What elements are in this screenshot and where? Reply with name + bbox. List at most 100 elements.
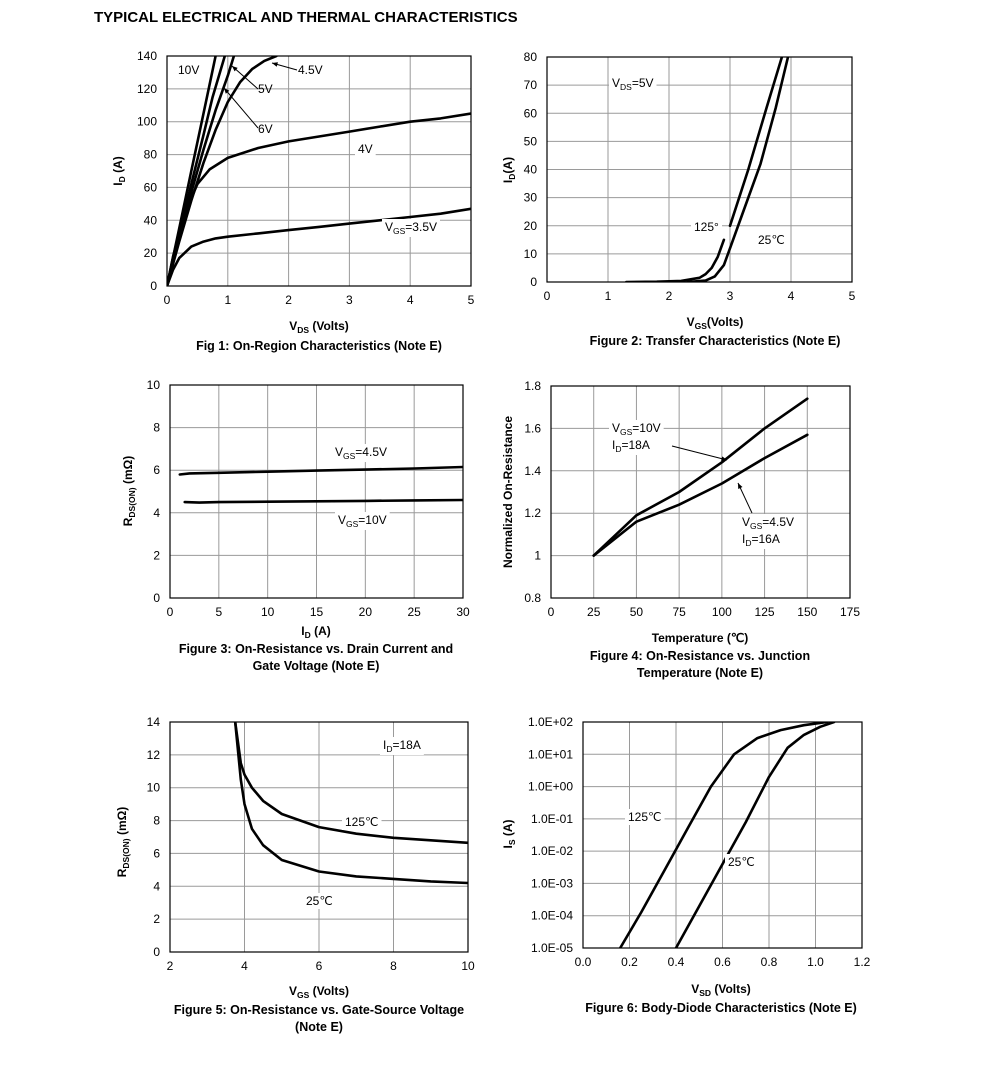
series-line-125- bbox=[233, 722, 468, 845]
chart-rds-vs-id: 0 5 10 15 20 25 30 0 2 4 6 8 10 ID (A) RDS(ON) (mΩ) Fig… bbox=[121, 378, 470, 673]
series-label: 25℃ bbox=[758, 233, 785, 247]
label-background bbox=[755, 232, 788, 248]
x-tick-label: 10 bbox=[261, 605, 275, 619]
series-line-3-5v bbox=[167, 207, 471, 286]
figure-caption: Gate Voltage (Note E) bbox=[253, 659, 380, 673]
x-tick-label: 125 bbox=[755, 605, 775, 619]
x-tick-label: 15 bbox=[310, 605, 324, 619]
y-tick-label: 20 bbox=[144, 246, 158, 260]
series-label: 4.5V bbox=[298, 63, 323, 77]
label-background bbox=[355, 141, 376, 157]
y-tick-label: 10 bbox=[147, 781, 161, 795]
series-line-vgs-4-5v-id-16a bbox=[592, 433, 809, 557]
x-tick-label: 4 bbox=[788, 289, 795, 303]
x-tick-label: 4 bbox=[407, 293, 414, 307]
y-tick-label: 10 bbox=[147, 378, 161, 392]
y-tick-label: 0 bbox=[530, 275, 537, 289]
series-label: 125° bbox=[694, 220, 719, 234]
plot-frame bbox=[166, 55, 472, 287]
x-tick-label: 5 bbox=[468, 293, 475, 307]
y-tick-label: 2 bbox=[153, 912, 160, 926]
x-tick-label: 8 bbox=[390, 959, 397, 973]
y-tick-label: 6 bbox=[153, 463, 160, 477]
x-tick-label: 3 bbox=[727, 289, 734, 303]
series-label: 25℃ bbox=[306, 894, 333, 908]
x-tick-label: 1 bbox=[605, 289, 612, 303]
series-label: 25℃ bbox=[728, 855, 755, 869]
leader-arrow bbox=[721, 456, 727, 461]
figure-caption: (Note E) bbox=[295, 1020, 343, 1034]
y-tick-label: 20 bbox=[524, 219, 538, 233]
y-tick-label: 100 bbox=[137, 115, 157, 129]
y-tick-label: 1.0E-02 bbox=[531, 844, 573, 858]
leader-line bbox=[231, 65, 259, 90]
label-background bbox=[382, 219, 440, 237]
y-tick-label: 4 bbox=[153, 506, 160, 520]
x-tick-label: 5 bbox=[849, 289, 856, 303]
y-axis-label: ID(A) bbox=[501, 157, 517, 183]
x-axis-label: VSD (Volts) bbox=[691, 982, 751, 998]
series-line-4v bbox=[167, 112, 471, 286]
x-tick-label: 0.4 bbox=[668, 955, 685, 969]
x-tick-label: 100 bbox=[712, 605, 732, 619]
y-tick-label: 1.0E+01 bbox=[528, 747, 573, 761]
y-tick-label: 70 bbox=[524, 78, 538, 92]
series-line-4-5v bbox=[178, 465, 463, 476]
x-tick-label: 75 bbox=[672, 605, 686, 619]
series-label: VGS=4.5V bbox=[335, 445, 387, 461]
label-background bbox=[609, 75, 657, 93]
x-tick-label: 1.0 bbox=[807, 955, 824, 969]
y-tick-label: 40 bbox=[524, 163, 538, 177]
series-label: 4V bbox=[358, 142, 373, 156]
y-tick-label: 1.0E+02 bbox=[528, 715, 573, 729]
x-tick-label: 0.2 bbox=[621, 955, 638, 969]
x-tick-label: 1 bbox=[224, 293, 231, 307]
figure-caption: Fig 1: On-Region Characteristics (Note E… bbox=[196, 339, 442, 353]
label-background bbox=[625, 809, 665, 825]
y-tick-label: 12 bbox=[147, 748, 161, 762]
y-tick-label: 1.0E-03 bbox=[531, 876, 573, 890]
x-tick-label: 0.0 bbox=[575, 955, 592, 969]
y-tick-label: 0 bbox=[153, 945, 160, 959]
y-tick-label: 40 bbox=[144, 213, 158, 227]
figure-caption: Figure 2: Transfer Characteristics (Note… bbox=[590, 334, 841, 348]
series-line-vgs-10v-id-18a bbox=[592, 397, 809, 557]
annotation-label: ID=18A bbox=[383, 738, 421, 754]
series-label: 125℃ bbox=[345, 815, 379, 829]
figure-caption: Temperature (Note E) bbox=[637, 666, 763, 680]
x-tick-label: 30 bbox=[456, 605, 470, 619]
series-line-125- bbox=[625, 238, 726, 282]
label-background bbox=[342, 814, 382, 830]
label-background bbox=[335, 512, 390, 530]
series-label: VGS=4.5V bbox=[742, 515, 794, 531]
series-label: VGS=10V bbox=[612, 421, 661, 437]
x-axis-label: VDS (Volts) bbox=[289, 319, 349, 335]
series-label: ID=18A bbox=[612, 438, 650, 454]
x-tick-label: 0.6 bbox=[714, 955, 731, 969]
y-tick-label: 1.8 bbox=[524, 379, 541, 393]
y-tick-label: 0 bbox=[153, 591, 160, 605]
x-tick-label: 175 bbox=[840, 605, 860, 619]
series-label: 10V bbox=[178, 63, 199, 77]
y-tick-label: 1.0E-04 bbox=[531, 909, 573, 923]
series-label: VGS=3.5V bbox=[385, 220, 437, 236]
x-tick-label: 0 bbox=[544, 289, 551, 303]
series-label: 6V bbox=[258, 122, 273, 136]
leader-line bbox=[223, 87, 259, 129]
y-tick-label: 4 bbox=[153, 879, 160, 893]
page-title: TYPICAL ELECTRICAL AND THERMAL CHARACTER… bbox=[94, 9, 518, 26]
label-background bbox=[609, 437, 653, 455]
y-tick-label: 1.6 bbox=[524, 421, 541, 435]
leader-arrow bbox=[232, 66, 238, 72]
y-tick-label: 0 bbox=[150, 279, 157, 293]
label-background bbox=[380, 737, 424, 755]
x-tick-label: 25 bbox=[407, 605, 421, 619]
y-tick-label: 140 bbox=[137, 49, 157, 63]
x-tick-label: 150 bbox=[797, 605, 817, 619]
y-tick-label: 1.2 bbox=[524, 506, 541, 520]
y-tick-label: 120 bbox=[137, 82, 157, 96]
figure-caption: Figure 6: Body-Diode Characteristics (No… bbox=[585, 1001, 857, 1015]
x-tick-label: 50 bbox=[630, 605, 644, 619]
series-line-25- bbox=[233, 722, 468, 885]
